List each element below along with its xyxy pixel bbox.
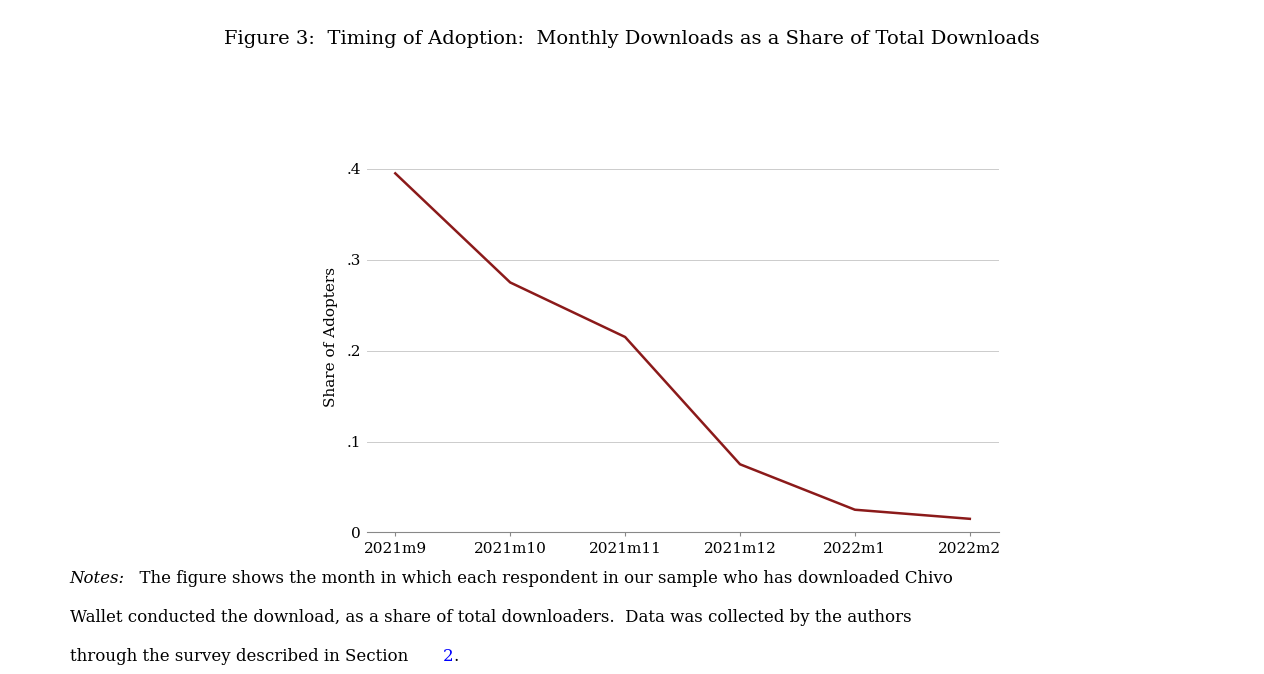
Text: through the survey described in Section: through the survey described in Section: [70, 648, 413, 665]
Text: Wallet conducted the download, as a share of total downloaders.  Data was collec: Wallet conducted the download, as a shar…: [70, 609, 911, 625]
Y-axis label: Share of Adopters: Share of Adopters: [324, 267, 339, 407]
Text: Notes:: Notes:: [70, 570, 125, 586]
Text: .: .: [454, 648, 459, 665]
Text: The figure shows the month in which each respondent in our sample who has downlo: The figure shows the month in which each…: [129, 570, 953, 586]
Text: Figure 3:  Timing of Adoption:  Monthly Downloads as a Share of Total Downloads: Figure 3: Timing of Adoption: Monthly Do…: [224, 30, 1040, 49]
Text: 2: 2: [442, 648, 453, 665]
